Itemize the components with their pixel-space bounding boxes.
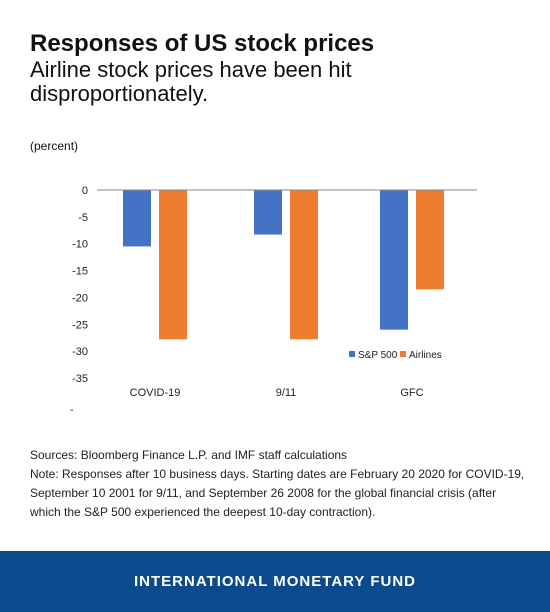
chart-title: Responses of US stock prices [30,30,375,57]
chart-subtitle: Airline stock prices have been hit dispr… [30,57,352,106]
x-tick-labels: COVID-19 9/11 GFC [130,387,424,399]
footer-org-name: INTERNATIONAL MONETARY FUND [134,573,416,590]
y-tick-label: -20 [72,292,88,304]
y-tick-label: -5 [78,212,88,224]
bar-chart: 0 -5 -10 -15 -20 -25 -30 -35 COVID-19 9/11 GFC S&… [70,185,477,416]
unit-label: (percent) [30,139,79,153]
bar-s-p-500-gfc [380,190,408,330]
x-tick-label: 9/11 [276,387,297,399]
note-text: Note: Responses after 10 business days. … [30,467,525,519]
bar-airlines-gfc [416,190,444,290]
bar-airlines-9-11 [290,190,318,340]
y-tick-labels: 0 -5 -10 -15 -20 -25 -30 -35 [72,185,88,385]
stray-tick-mark: - [70,404,74,416]
bar-s-p-500-covid-19 [123,190,151,247]
y-tick-label: -35 [72,373,88,385]
legend: S&P 500 Airlines [349,350,442,361]
x-tick-label: COVID-19 [130,387,181,399]
y-tick-label: -10 [72,239,88,251]
y-tick-label: 0 [82,185,88,197]
legend-swatch [349,351,355,357]
legend-label: Airlines [409,350,442,361]
bar-airlines-covid-19 [159,190,187,340]
legend-label: S&P 500 [358,350,398,361]
y-tick-label: -25 [72,319,88,331]
bar-s-p-500-9-11 [254,190,282,235]
legend-swatch [400,351,406,357]
footer-banner: INTERNATIONAL MONETARY FUND [0,551,550,612]
y-tick-label: -30 [72,346,88,358]
notes-block: Sources: Bloomberg Finance L.P. and IMF … [30,446,530,522]
bar-group [123,190,444,340]
x-tick-label: GFC [400,387,423,399]
sources-text: Sources: Bloomberg Finance L.P. and IMF … [30,448,348,462]
y-tick-label: -15 [72,266,88,278]
